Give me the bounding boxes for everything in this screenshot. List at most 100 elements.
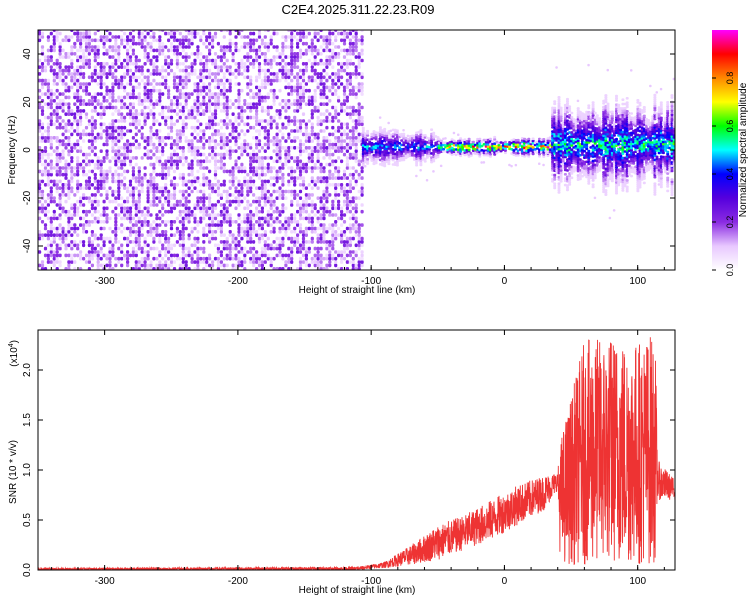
spectrogram-cell [208,72,212,76]
spectrogram-cell [419,169,422,172]
spectrogram-cell [79,267,83,270]
spectrogram-cell [164,166,168,170]
spectrogram-cell [169,48,174,53]
spectrogram-cell [128,82,133,86]
spectrogram-cell [296,125,300,130]
spectrogram-cell [316,263,320,268]
spectrogram-cell [190,159,194,164]
spectrogram-cell [240,193,244,197]
spectrogram-cell [70,159,74,164]
spectrogram-cell [354,95,358,100]
spectrogram-cell [111,230,115,234]
spectrogram-cell [126,142,130,147]
spectrogram-cell [287,105,291,110]
spectrogram-cell [322,139,326,143]
spectrogram-cell [307,99,311,103]
spectrogram-cell [90,95,94,100]
spectrogram-cell [128,92,133,96]
spectrogram-cell [79,45,83,49]
spectrogram-cell [55,72,59,76]
spectrogram-cell [40,206,45,211]
spectrogram-cell [366,132,370,135]
spectrogram-cell [331,176,335,180]
spectrogram-cell [46,58,50,63]
spectrogram-cell [319,149,323,153]
spectrogram-cell [84,186,89,190]
spectrogram-cell [128,142,133,147]
spectrogram-cell [439,164,443,168]
spectrogram-cell [266,253,270,258]
spectrogram-cell [357,240,361,244]
spectrogram-cell [331,162,335,167]
spectrogram-cell [205,159,209,164]
spectrogram-cell [202,203,206,207]
spectrogram-cell [208,68,212,73]
spectrogram-cell [190,41,194,46]
spectrogram-cell [87,65,91,69]
spectrogram-cell [143,176,147,180]
spectrogram-cell [40,48,45,53]
spectrogram-cell [423,142,427,146]
spectrogram-cell [263,199,267,204]
spectrogram-cell [161,267,165,270]
spectrogram-cell [128,189,133,194]
spectrogram-cell [243,62,247,66]
spectrogram-cell [293,58,297,63]
spectrogram-cell [281,136,285,140]
spectrogram-cell [184,206,188,211]
spectrogram-cell [131,38,135,43]
spectrogram-cell [322,203,326,207]
spectrogram-cell [228,65,232,69]
spectrogram-cell [184,105,188,110]
spectrogram-cell [234,75,238,80]
spectrogram-cell [252,152,256,157]
spectrogram-cell [102,122,106,127]
spectrogram-cell [82,75,86,80]
spectrogram-cell [111,85,115,90]
spectrogram-cell [298,75,303,80]
spectrogram-cell [202,136,206,140]
spectrogram-cell [246,45,250,49]
spectrogram-cell [316,85,320,90]
spectrogram-cell [117,183,121,187]
spectrogram-cell [93,45,97,49]
spectrogram-cell [319,213,323,217]
spectrogram-cell [49,169,53,174]
spectrogram-cell [225,196,229,200]
spectrogram-cell [49,230,53,234]
spectrogram-cell [255,115,259,120]
spectrogram-cell [269,193,273,197]
spectrogram-cell [108,102,112,106]
spectrogram-cell [222,169,226,174]
spectrogram-cell [219,92,223,96]
spectrogram-cell [108,125,112,130]
spectrogram-cell [61,183,65,187]
spectrogram-cell [64,146,68,150]
spectrogram-cell [316,260,320,264]
spectrogram-cell [345,209,349,214]
spectrogram-cell [108,166,112,170]
spectrogram-cell [90,142,94,147]
spectrogram-cell [354,85,358,90]
spectrogram-cell [260,193,264,197]
spectrogram-cell [155,72,159,76]
spectrogram-cell [322,223,326,227]
spectrogram-cell [231,176,235,180]
spectrogram-cell [290,85,294,90]
spectrogram-cell [99,105,103,110]
spectrogram-cell [167,125,171,130]
spectrogram-cell [281,189,285,194]
spectrogram-cell [278,189,282,194]
spectrogram-cell [331,119,335,123]
spectrogram-cell [49,253,53,258]
spectrogram-cell [354,136,358,140]
spectrogram-cell [137,166,141,170]
spectrogram-cell [340,250,344,254]
spectrogram-cell [304,65,308,69]
spectrogram-cell [193,109,197,113]
spectrogram-cell [319,226,323,231]
spectrogram-cell [143,92,147,96]
spectrogram-cell [67,105,71,110]
spectrogram-cell [120,75,124,80]
spectrogram-cell [143,62,147,66]
